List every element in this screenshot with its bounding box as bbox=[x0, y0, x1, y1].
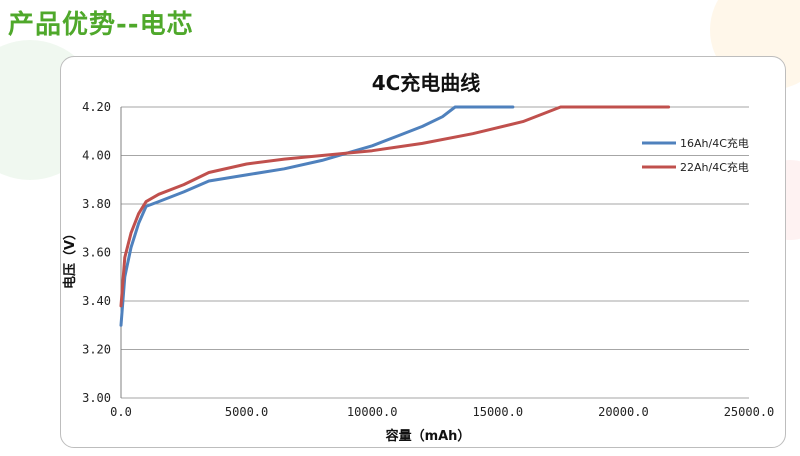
y-tick-label: 3.20 bbox=[82, 343, 111, 357]
x-tick-label: 0.0 bbox=[110, 405, 132, 419]
y-tick-label: 4.00 bbox=[82, 149, 111, 163]
legend-label-22ah: 22Ah/4C充电 bbox=[680, 160, 749, 174]
grid-layer bbox=[121, 106, 749, 399]
legend-label-16ah: 16Ah/4C充电 bbox=[680, 136, 749, 150]
y-tick-label: 3.00 bbox=[82, 391, 111, 405]
y-axis-label: 电压（V） bbox=[62, 227, 78, 289]
page-title: 产品优势--电芯 bbox=[8, 10, 194, 40]
x-tick-label: 25000.0 bbox=[724, 405, 775, 419]
x-tick-label: 15000.0 bbox=[473, 405, 524, 419]
legend: 16Ah/4C充电 22Ah/4C充电 bbox=[642, 136, 749, 174]
series-line-22ah bbox=[119, 105, 671, 308]
axis-layer: 3.00 3.20 3.40 3.60 3.80 4.00 4.20 0.0 5000.0 100… bbox=[82, 100, 774, 419]
x-tick-label: 20000.0 bbox=[598, 405, 649, 419]
chart-title: 4C充电曲线 bbox=[372, 71, 481, 95]
x-axis-label: 容量（mAh） bbox=[385, 428, 471, 444]
y-tick-label: 3.60 bbox=[82, 246, 111, 260]
y-tick-label: 4.20 bbox=[82, 100, 111, 114]
series-layer bbox=[119, 105, 671, 327]
x-tick-label: 10000.0 bbox=[347, 405, 398, 419]
series-line-16ah bbox=[119, 105, 515, 327]
x-tick-label: 5000.0 bbox=[225, 405, 268, 419]
y-tick-label: 3.80 bbox=[82, 197, 111, 211]
y-tick-label: 3.40 bbox=[82, 294, 111, 308]
